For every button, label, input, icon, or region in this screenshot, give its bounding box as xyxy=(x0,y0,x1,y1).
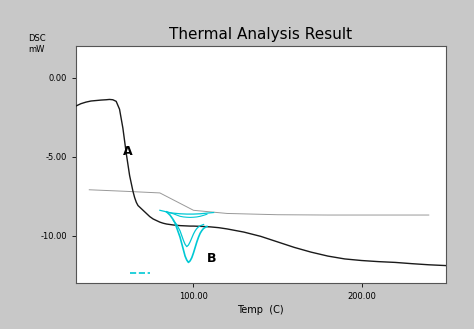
Text: A: A xyxy=(123,145,133,158)
X-axis label: Temp  (C): Temp (C) xyxy=(237,305,284,315)
Text: B: B xyxy=(207,252,217,266)
Title: Thermal Analysis Result: Thermal Analysis Result xyxy=(169,27,352,42)
Text: DSC
mW: DSC mW xyxy=(28,34,46,54)
